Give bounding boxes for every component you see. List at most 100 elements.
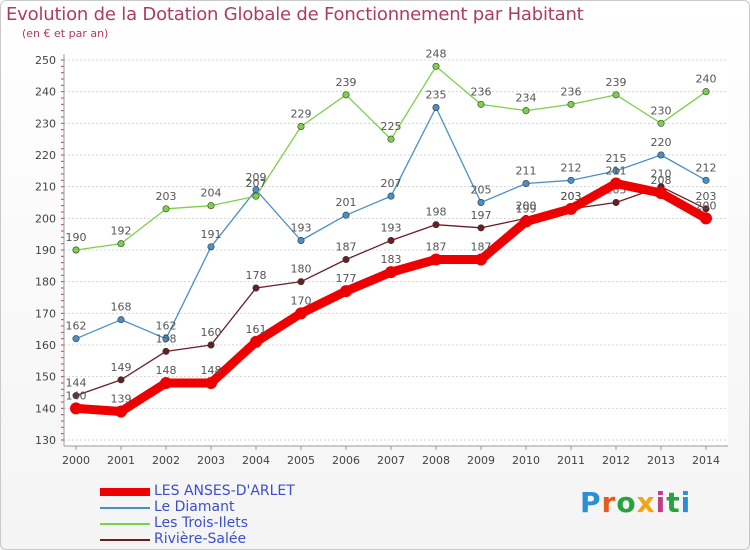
data-point: [117, 376, 125, 384]
y-tick-label: 130: [35, 434, 56, 447]
y-tick-label: 170: [35, 307, 56, 320]
data-label: 177: [336, 272, 357, 285]
data-label: 236: [471, 85, 492, 98]
data-point: [342, 91, 350, 99]
legend-label-riviere-salee: Rivière-Salée: [154, 531, 247, 547]
legend-swatch-le-diamant: [100, 507, 150, 509]
data-point: [477, 100, 485, 108]
data-label: 193: [291, 222, 312, 235]
data-label: 160: [201, 326, 222, 339]
data-label: 229: [291, 108, 312, 121]
data-point: [702, 88, 710, 96]
y-tick-label: 240: [35, 86, 56, 99]
data-label: 207: [246, 177, 267, 190]
data-point: [342, 255, 350, 263]
data-label: 234: [516, 92, 537, 105]
y-tick-label: 160: [35, 339, 56, 352]
data-label: 203: [156, 190, 177, 203]
data-point: [252, 284, 260, 292]
data-label: 187: [471, 241, 492, 254]
data-point: [295, 307, 307, 320]
y-tick-label: 200: [35, 212, 56, 225]
data-point: [610, 177, 622, 190]
data-point: [72, 246, 80, 254]
x-tick-label: 2007: [377, 454, 405, 467]
legend-label-anses-darlet: LES ANSES-D'ARLET: [154, 483, 295, 499]
data-point: [342, 211, 350, 219]
data-point: [432, 62, 440, 70]
logo-letter: r: [601, 486, 617, 519]
data-point: [522, 107, 530, 115]
data-label: 210: [651, 168, 672, 181]
data-point: [387, 135, 395, 143]
data-label: 204: [201, 187, 222, 200]
data-label: 212: [561, 161, 582, 174]
data-point: [657, 151, 665, 159]
data-label: 144: [66, 377, 87, 390]
data-point: [655, 187, 667, 199]
x-tick-label: 2009: [467, 454, 495, 467]
data-point: [117, 316, 125, 324]
data-label: 148: [156, 364, 177, 377]
data-point: [115, 405, 127, 418]
y-tick-label: 230: [35, 117, 56, 130]
data-point: [252, 192, 260, 200]
data-label: 198: [426, 206, 447, 219]
chart-subtitle: (en € et par an): [22, 27, 109, 40]
data-label: 239: [606, 76, 627, 89]
data-label: 158: [156, 332, 177, 345]
data-label: 220: [651, 136, 672, 149]
data-label: 203: [696, 190, 717, 203]
data-label: 187: [336, 241, 357, 254]
data-label: 139: [111, 393, 132, 406]
x-tick-label: 2002: [152, 454, 180, 467]
legend-swatch-les-trois-ilets: [100, 523, 150, 525]
y-tick-label: 220: [35, 149, 56, 162]
y-tick-label: 250: [35, 54, 56, 67]
y-tick-label: 190: [35, 244, 56, 257]
data-label: 148: [201, 364, 222, 377]
x-tick-label: 2011: [557, 454, 585, 467]
data-label: 235: [426, 89, 447, 102]
data-label: 180: [291, 263, 312, 276]
data-label: 230: [651, 104, 672, 117]
data-label: 187: [426, 241, 447, 254]
data-label: 248: [426, 47, 447, 60]
data-point: [162, 205, 170, 213]
data-label: 203: [561, 190, 582, 203]
data-label: 200: [516, 199, 537, 212]
x-tick-label: 2004: [242, 454, 270, 467]
data-point: [205, 377, 217, 389]
data-point: [117, 240, 125, 248]
data-label: 168: [111, 301, 132, 314]
data-point: [432, 221, 440, 229]
y-tick-label: 150: [35, 371, 56, 384]
chart-title: Evolution de la Dotation Globale de Fonc…: [6, 4, 584, 25]
data-label: 215: [606, 152, 627, 165]
x-tick-label: 2012: [602, 454, 630, 467]
data-label: 239: [336, 76, 357, 89]
data-label: 207: [381, 177, 402, 190]
x-tick-label: 2000: [62, 454, 90, 467]
data-label: 240: [696, 73, 717, 86]
data-point: [207, 243, 215, 251]
logo-letter: P: [580, 486, 602, 519]
data-point: [567, 100, 575, 108]
data-point: [385, 266, 397, 279]
x-tick-label: 2003: [197, 454, 225, 467]
data-label: 208: [651, 174, 672, 187]
data-label: 162: [156, 320, 177, 333]
data-point: [207, 341, 215, 349]
x-tick-label: 2013: [647, 454, 675, 467]
data-label: 178: [246, 269, 267, 282]
data-point: [387, 237, 395, 245]
data-point: [475, 253, 487, 266]
data-point: [432, 104, 440, 112]
proxiti-logo: Proxiti: [580, 486, 691, 519]
data-label: 199: [516, 203, 537, 216]
data-point: [612, 167, 620, 175]
x-tick-label: 2010: [512, 454, 540, 467]
data-label: 193: [381, 222, 402, 235]
data-point: [612, 199, 620, 207]
